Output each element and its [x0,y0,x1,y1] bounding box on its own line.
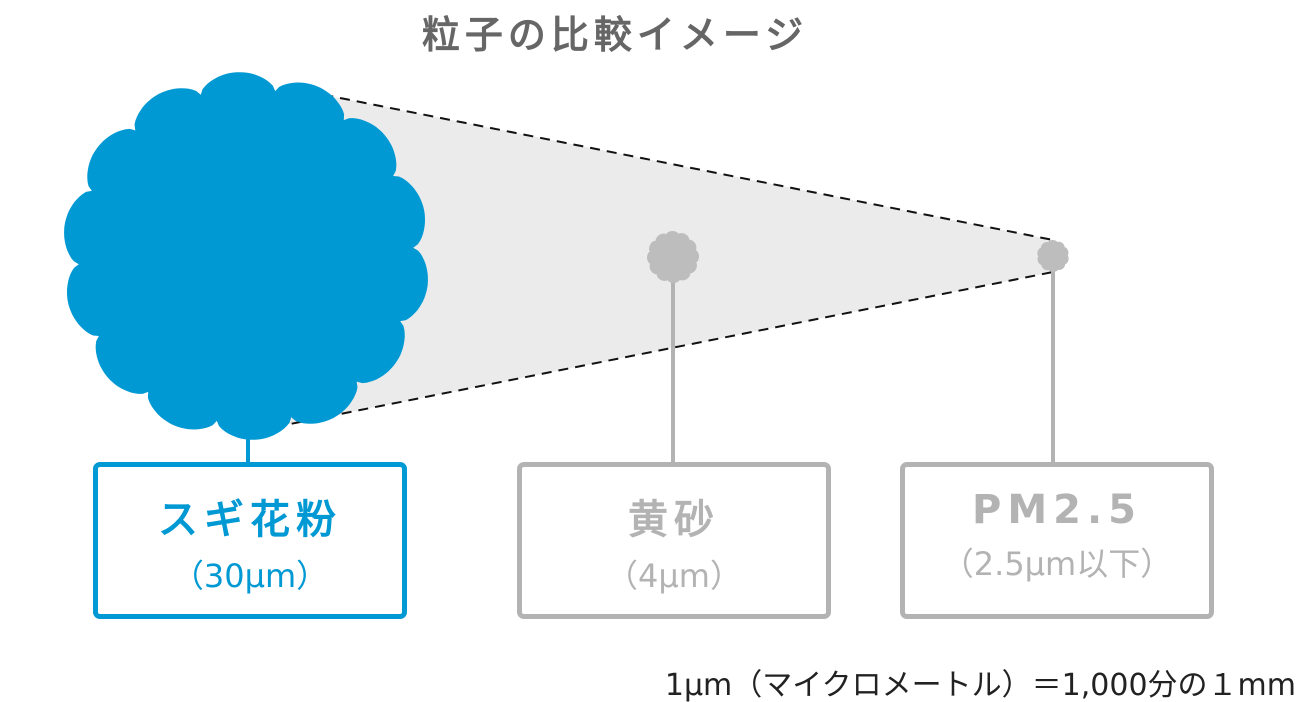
yellow-sand-label-box: 黄砂 （4μm） [517,462,831,619]
pm25-particle [1037,240,1069,272]
cone-bottom-dashed-line [274,271,1054,428]
pm25-name: PM2.5 [972,487,1142,533]
yellow-sand-size: （4μm） [606,557,742,595]
pm25-label-box: PM2.5 （2.5μm以下） [900,462,1214,619]
pollen-size: （30μm） [171,557,329,595]
unit-note: 1μm（マイクロメートル）＝1,000分の１mm [664,668,1296,702]
yellow-sand-name: 黄砂 [628,497,720,543]
diagram-title: 粒子の比較イメージ [421,13,809,57]
cone-top-dashed-line [289,87,1054,241]
pollen-name: スギ花粉 [158,497,342,543]
pollen-label-box: スギ花粉 （30μm） [93,462,407,619]
pm25-size: （2.5μm以下） [941,545,1173,583]
yellow-sand-particle [647,231,699,283]
pollen-particle [64,72,428,440]
